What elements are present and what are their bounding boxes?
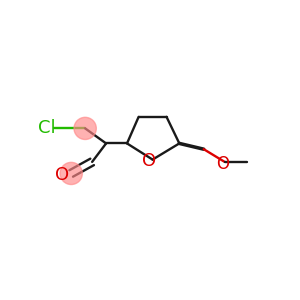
- Text: O: O: [142, 152, 156, 170]
- Circle shape: [60, 162, 82, 184]
- Text: O: O: [55, 166, 69, 184]
- Text: Cl: Cl: [38, 119, 56, 137]
- Circle shape: [74, 117, 96, 140]
- Text: O: O: [216, 154, 229, 172]
